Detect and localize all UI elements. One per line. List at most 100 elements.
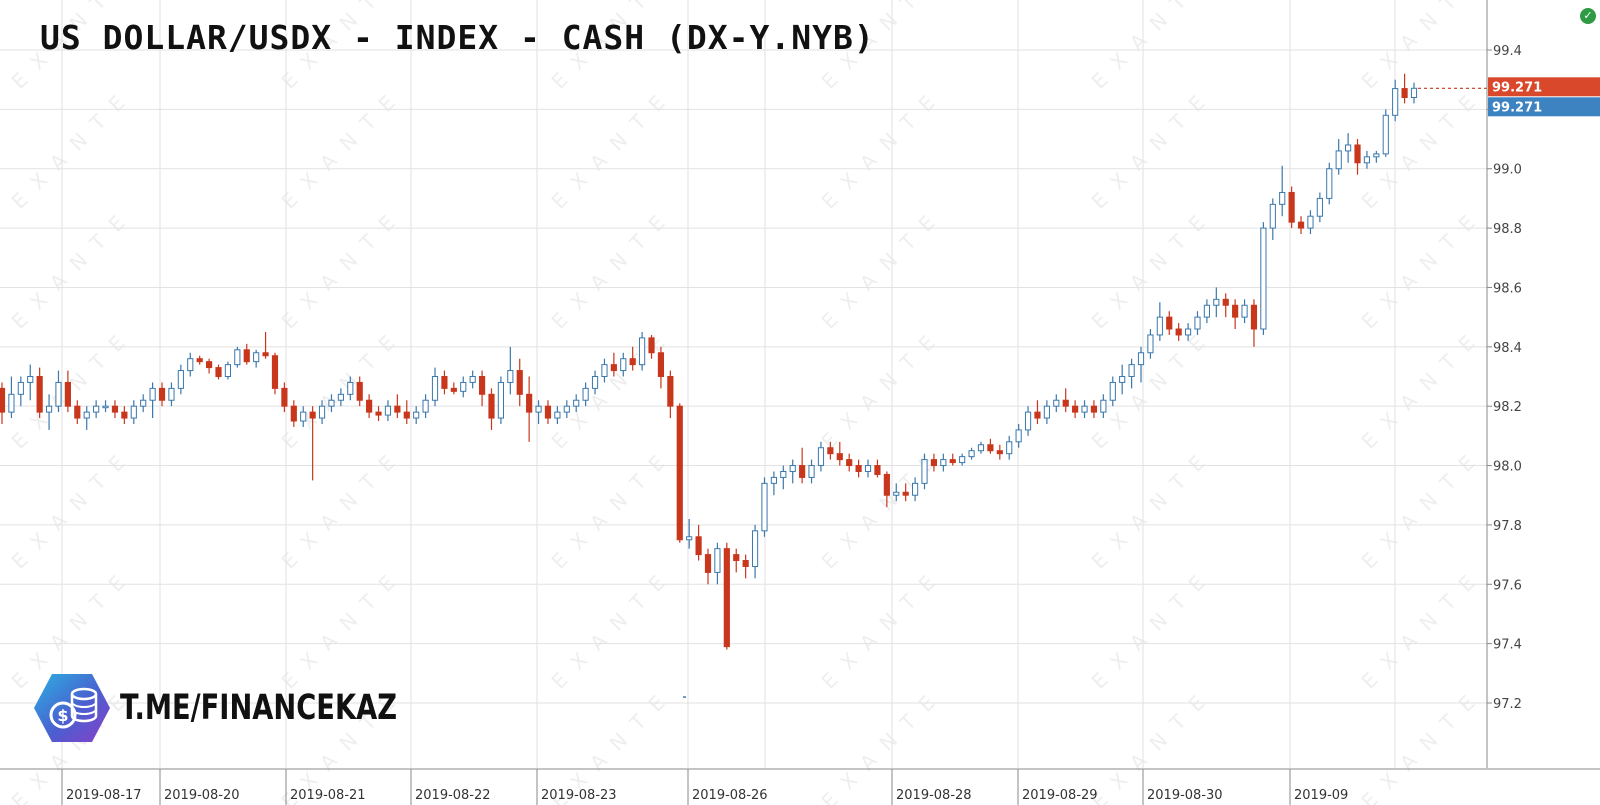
candle-up — [1100, 399, 1107, 413]
brand-watermark[interactable]: $ T.ME/FINANCEKAZ — [32, 672, 475, 744]
candle-down — [394, 405, 401, 413]
watermark-text: EXANTE — [1357, 201, 1490, 334]
candle-up — [639, 337, 646, 366]
y-tick-label: 99.4 — [1493, 44, 1522, 59]
candle-down — [610, 364, 617, 372]
candle-down — [544, 405, 552, 419]
candle-down — [799, 465, 806, 478]
candle-up — [1194, 316, 1201, 330]
check-circle-icon[interactable]: ✓ — [1580, 8, 1596, 24]
x-tick-label: 2019-08-20 — [164, 788, 240, 803]
candle-up — [413, 411, 420, 419]
candle-up — [977, 444, 985, 452]
candle-down — [1354, 144, 1361, 164]
x-tick-label: 2019-08-22 — [415, 788, 491, 803]
candle-down — [516, 370, 523, 395]
candle-up — [591, 376, 599, 389]
candle-down — [676, 405, 683, 541]
candle-up — [27, 376, 34, 383]
candle-up — [751, 530, 759, 567]
x-tick-label: 2019-08-28 — [896, 788, 972, 803]
candle-up — [1316, 197, 1323, 217]
watermark-text: EXANTE — [1357, 321, 1490, 454]
candle-up — [554, 411, 561, 419]
watermark-text: EXANTE — [277, 321, 410, 454]
y-tick-label: 97.2 — [1493, 697, 1522, 712]
watermark-text: EXANTE — [817, 321, 950, 454]
candle-up — [347, 381, 354, 395]
candle-down — [733, 554, 740, 562]
candle-up — [1137, 352, 1145, 366]
candle-down — [74, 405, 81, 419]
watermark-text: EXANTE — [817, 201, 950, 334]
watermark-text: EXANTE — [1087, 0, 1220, 94]
candle-up — [912, 482, 919, 496]
candle-up — [187, 358, 194, 372]
last-price-label: 99.271 — [1492, 80, 1542, 95]
watermark-text: EXANTE — [277, 201, 410, 334]
candle-down — [1401, 88, 1408, 98]
candle-down — [121, 411, 128, 419]
candle-down — [375, 411, 382, 416]
candle-up — [563, 405, 570, 413]
y-tick-label: 97.6 — [1493, 578, 1522, 593]
watermark-text: EXANTE — [547, 201, 680, 334]
y-tick-label: 98.8 — [1493, 222, 1522, 237]
candle-up — [1053, 399, 1060, 407]
candle-up — [469, 376, 476, 383]
candle-up — [1373, 153, 1380, 158]
candle-down — [281, 387, 288, 407]
y-tick-label: 97.4 — [1493, 638, 1522, 653]
candle-up — [149, 387, 156, 401]
candle-up — [1279, 191, 1286, 205]
candle-up — [686, 536, 693, 541]
candle-up — [1156, 316, 1163, 336]
candle-down — [243, 349, 250, 363]
candle-up — [328, 399, 335, 407]
watermark-text: EXANTE — [1087, 201, 1220, 334]
candle-down — [215, 367, 222, 378]
brand-text: T.ME/FINANCEKAZ — [120, 688, 398, 728]
candle-up — [959, 456, 966, 464]
candle-down — [309, 411, 316, 419]
candle-up — [864, 465, 872, 472]
candle-down — [1072, 405, 1079, 413]
candle-up — [17, 381, 24, 395]
candle-up — [535, 405, 542, 413]
candle-up — [761, 482, 768, 532]
candle-down — [0, 387, 6, 413]
candle-down — [930, 459, 938, 467]
candle-down — [1034, 411, 1041, 419]
candle-down — [196, 358, 203, 363]
candle-up — [770, 476, 777, 484]
watermark-text: EXANTE — [277, 81, 410, 214]
candle-down — [1250, 304, 1258, 330]
candle-down — [1175, 328, 1182, 336]
candle-up — [1147, 334, 1154, 354]
candle-up — [893, 491, 900, 496]
candle-down — [1166, 316, 1173, 330]
watermark-text: EXANTE — [1087, 81, 1220, 214]
candle-up — [1363, 156, 1371, 164]
candle-down — [271, 355, 279, 389]
candle-up — [253, 352, 260, 363]
coins-dollar-icon: $ — [34, 674, 110, 742]
candle-down — [855, 465, 862, 472]
candle-up — [1269, 203, 1276, 229]
candle-down — [648, 337, 655, 354]
candle-up — [789, 465, 796, 472]
candle-up — [507, 370, 514, 383]
watermark-text: EXANTE — [1087, 441, 1220, 574]
watermark-text: EXANTE — [547, 81, 680, 214]
candle-up — [620, 358, 627, 372]
y-tick-label: 98.2 — [1493, 400, 1522, 415]
watermark-text: EXANTE — [547, 681, 680, 805]
watermark-text: EXANTE — [1087, 561, 1220, 694]
y-tick-label: 99.0 — [1493, 163, 1522, 178]
candle-down — [526, 393, 533, 413]
candle-up — [102, 405, 109, 409]
candle-up — [83, 411, 90, 419]
price-labels: 99.271 99.271 — [1488, 77, 1600, 117]
candle-up — [1326, 168, 1333, 199]
